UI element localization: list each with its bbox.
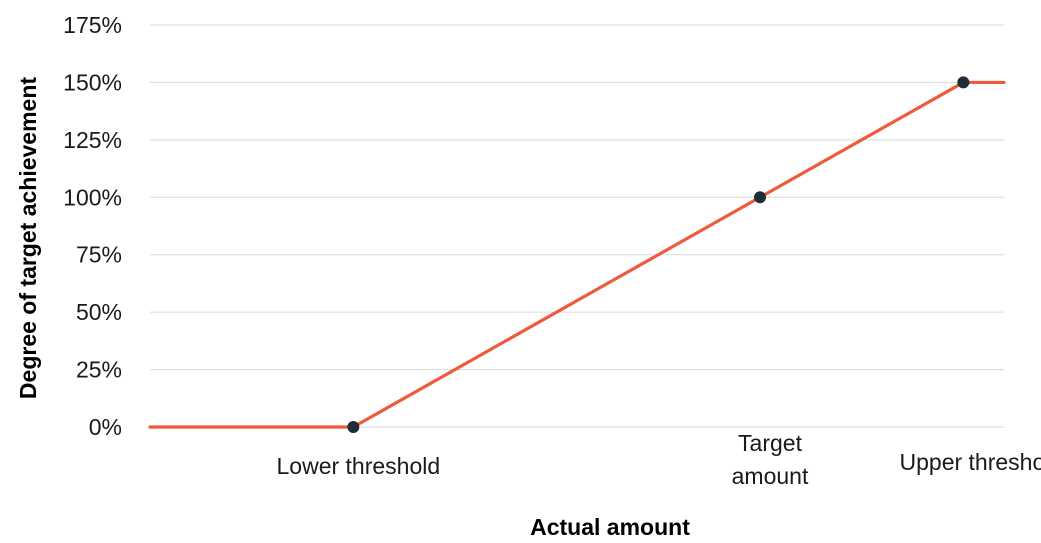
x-tick-labels: Lower threshold Target amount Upper thresho… (277, 430, 1041, 489)
line-segment (758, 80, 965, 199)
data-point-lower (347, 421, 360, 433)
data-point-target (754, 191, 766, 204)
y-tick-label: 175% (63, 12, 122, 38)
grid-lines (150, 24, 1004, 428)
y-tick-label: 0% (89, 414, 122, 440)
y-tick-label: 125% (63, 127, 122, 153)
y-tick-label: 25% (76, 357, 122, 383)
y-tick-labels: 0% 25% 50% 75% 100% 125% 150% 175% (63, 12, 122, 440)
data-line-layer (148, 80, 1006, 429)
y-tick-label: 75% (76, 242, 122, 268)
x-tick-label-upper: Upper threshold (900, 449, 1041, 475)
y-tick-label: 50% (76, 299, 122, 325)
line-segment (351, 195, 762, 429)
y-tick-label: 100% (63, 184, 122, 210)
x-tick-label-target: Target amount (732, 430, 809, 489)
data-point-upper (957, 76, 970, 89)
y-axis-title: Degree of target achievement (15, 77, 41, 399)
y-tick-label: 150% (63, 69, 122, 95)
data-markers (347, 76, 970, 433)
x-tick-label-lower: Lower threshold (277, 453, 441, 479)
x-axis-title: Actual amount (530, 514, 690, 540)
